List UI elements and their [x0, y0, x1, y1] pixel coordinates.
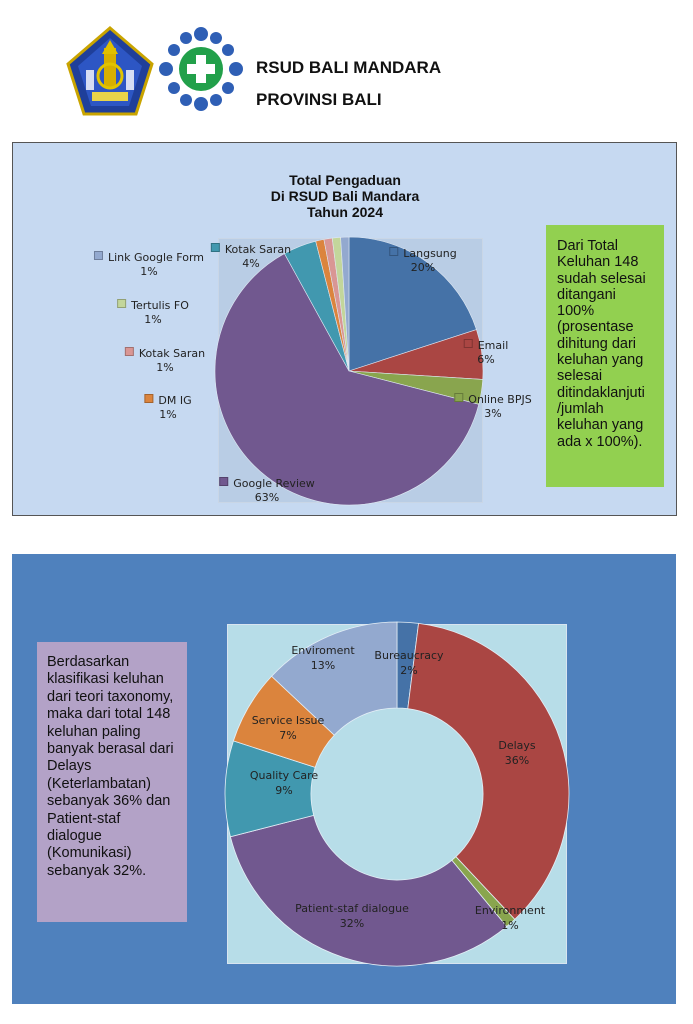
donut-label-enviroment: Enviroment 13% — [291, 644, 355, 672]
label-value: 13% — [311, 659, 335, 672]
donut-slice-enviroment — [271, 621, 398, 736]
label-value: 9% — [275, 784, 292, 797]
donut-label-bureaucracy: Bureaucracy 2% — [374, 649, 444, 677]
pie-slice-link-google-form-8 — [340, 236, 350, 372]
pie-label-tertulis-fo-7: Tertulis FO 1% — [117, 299, 189, 327]
label-name: Google Review — [233, 477, 315, 490]
label-value: 6% — [477, 353, 495, 366]
legend-swatch — [210, 243, 220, 252]
org-name: RSUD BALI MANDARA — [256, 58, 442, 77]
pie-label-google-review-3: Google Review 63% — [219, 477, 315, 505]
label-name: Enviroment — [291, 644, 355, 657]
legend-swatch — [93, 251, 103, 260]
label-name: Service Issue — [252, 714, 325, 727]
pie-label-email-1: Email 6% — [463, 339, 509, 367]
label-name: Tertulis FO — [131, 299, 189, 312]
label-name: DM IG — [158, 394, 192, 407]
label-name: Environment — [475, 904, 546, 917]
label-name: Quality Care — [250, 769, 319, 782]
legend-swatch — [454, 393, 464, 402]
label-name: Kotak Saran — [224, 243, 292, 256]
label-value: 1% — [159, 408, 177, 421]
legend-swatch — [463, 339, 473, 348]
label-value: 36% — [505, 754, 529, 767]
taxonomy-panel: Berdasarkan klasifikasi keluhan dari teo… — [12, 554, 676, 1004]
label-name: Online BPJS — [468, 393, 532, 406]
donut-label-quality-care: Quality Care 9% — [250, 769, 319, 797]
label-name: Bureaucracy — [374, 649, 444, 662]
chart-title-line-3: Tahun 2024 — [307, 204, 383, 220]
label-value: 1% — [156, 361, 174, 374]
complaints-pie-chart — [214, 236, 484, 506]
label-name: Link Google Form — [107, 251, 205, 264]
taxonomy-note: Berdasarkan klasifikasi keluhan dari teo… — [37, 642, 187, 922]
bali-province-emblem-icon — [66, 26, 154, 116]
label-value: 2% — [400, 664, 417, 677]
legend-swatch — [219, 477, 229, 486]
label-name: Patient-staf dialogue — [295, 902, 409, 915]
completion-note: Dari Total Keluhan 148 sudah selesai dit… — [546, 225, 664, 487]
donut-label-environment: Environment 1% — [475, 904, 546, 932]
region-name: PROVINSI BALI — [256, 90, 382, 109]
label-value: 7% — [279, 729, 296, 742]
hospital-cross-logo-icon — [159, 27, 243, 111]
pie-slice-langsung-0 — [348, 236, 477, 372]
pie-label-link-google-form-8: Link Google Form 1% — [93, 251, 205, 279]
label-value: 63% — [254, 491, 280, 504]
label-name: Langsung — [403, 247, 457, 260]
legend-swatch — [124, 347, 134, 356]
chart-title-line-2: Di RSUD Bali Mandara — [270, 188, 420, 204]
donut-slice-delays — [407, 622, 570, 920]
pie-label-online-bpjs-2: Online BPJS 3% — [454, 393, 532, 421]
complaints-total-panel: Total Pengaduan Di RSUD Bali Mandara Tah… — [12, 142, 677, 516]
label-value: 4% — [242, 257, 260, 270]
label-value: 1% — [144, 313, 162, 326]
label-value: 3% — [484, 407, 502, 420]
label-name: Email — [477, 339, 509, 352]
label-value: 1% — [501, 919, 518, 932]
donut-slice-patient-staf-dialogue — [229, 814, 508, 967]
donut-label-delays: Delays 36% — [498, 739, 536, 767]
pie-label-dm-ig-5: DM IG 1% — [144, 394, 192, 422]
label-value: 20% — [410, 261, 436, 274]
legend-swatch — [117, 299, 127, 308]
taxonomy-donut-chart: Bureaucracy 2% Delays 36% Environment 1% Patie… — [224, 621, 570, 967]
donut-label-service-issue: Service Issue 7% — [252, 714, 325, 742]
pie-label-kotak-saran-6: Kotak Saran 1% — [124, 347, 206, 375]
label-name: Delays — [498, 739, 536, 752]
pie-label-kotak-saran-4: Kotak Saran 4% — [210, 243, 292, 271]
label-value: 32% — [340, 917, 364, 930]
donut-label-patient-staf-dialogue: Patient-staf dialogue 32% — [295, 902, 409, 930]
label-name: Kotak Saran — [138, 347, 206, 360]
pie-slice-google-review-3 — [214, 253, 480, 506]
legend-swatch — [144, 394, 154, 403]
label-value: 1% — [140, 265, 158, 278]
legend-swatch — [389, 247, 399, 256]
chart-title-line-1: Total Pengaduan — [289, 172, 401, 188]
pie-label-langsung-0: Langsung 20% — [389, 247, 457, 275]
